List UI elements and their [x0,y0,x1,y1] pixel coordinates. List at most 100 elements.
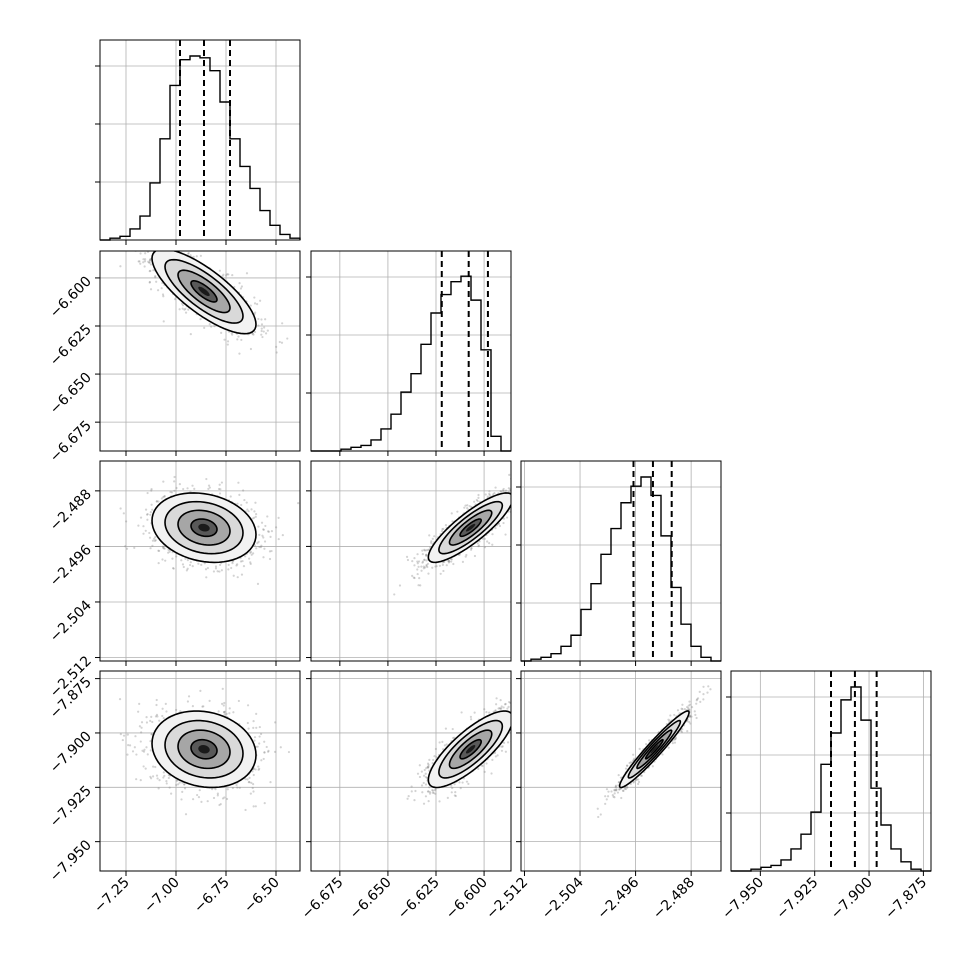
sample-point [694,713,697,717]
sample-point [158,719,161,722]
sample-point [501,745,504,748]
sample-point [252,552,255,555]
sample-point [202,705,205,708]
y-tick-label: −6.600 [47,273,95,321]
sample-point [411,560,414,563]
sample-point [706,691,709,694]
sample-point [191,705,194,708]
sample-point [637,778,640,781]
sample-point [277,516,280,519]
sample-point [182,487,185,491]
scatter-panel-2-1: −6.675−6.650−6.625−6.600 [47,242,301,466]
sample-point [270,549,273,553]
sample-point [150,733,153,736]
sample-point [499,490,502,493]
x-tick-label: −2.504 [539,874,587,922]
sample-point [254,768,257,771]
sample-point [633,757,636,760]
sample-point [503,703,507,706]
sample-point [142,525,145,528]
sample-point [421,561,424,564]
corner-plot-panels: −7.950 −7.925 −7.900 −7.875 −6.675−6.650−6.6… [47,39,932,923]
sample-point [252,720,255,723]
density-peak [198,523,210,532]
sample-point [167,548,170,551]
histogram-panel-4: −7.950 −7.925 −7.900 −7.875 [719,670,932,922]
sample-point [418,764,421,767]
sample-point [133,546,136,549]
y-tick-label: −2.496 [47,542,95,590]
sample-point [235,783,238,787]
sample-point [616,791,620,794]
sample-point [674,738,677,741]
x-tick-label: −6.625 [395,875,443,923]
sample-point [140,721,144,724]
sample-point [425,563,428,567]
sample-point [465,780,469,783]
sample-point [464,555,467,558]
sample-point [425,549,428,552]
sample-point [416,772,420,775]
sample-point [148,280,151,284]
sample-point [151,242,153,244]
sample-point [184,813,188,816]
sample-point [467,782,470,785]
sample-point [253,510,256,513]
sample-point [177,783,180,786]
sample-point [615,788,618,791]
sample-point [150,715,153,718]
sample-point [155,698,158,702]
sample-point [648,739,651,742]
sample-point [488,492,491,495]
sample-point [498,706,501,710]
sample-point [172,566,175,570]
sample-point [255,513,258,516]
sample-point [683,707,686,711]
sample-point [438,741,441,744]
sample-point [398,584,402,587]
sample-point [146,513,149,516]
density-layer [119,475,300,585]
sample-point [477,496,480,499]
sample-point [141,243,143,245]
sample-point [525,493,527,495]
sample-point [189,561,192,564]
sample-point [262,536,265,539]
sample-point [525,507,527,509]
sample-point [469,548,473,551]
sample-point [262,528,265,531]
sample-point [218,483,221,486]
sample-point [157,562,160,565]
sample-point [249,551,252,554]
sample-point [153,539,157,542]
sample-point [667,746,670,749]
sample-point [156,289,160,292]
sample-point [143,748,146,751]
sample-point [278,340,281,344]
contour-line [644,738,664,760]
sample-point [446,796,449,799]
sample-point [491,533,494,536]
sample-point [418,576,421,580]
sample-point [450,791,453,794]
sample-point [513,507,515,509]
sample-point [423,566,427,569]
sample-point [134,735,137,738]
sample-point [621,789,625,792]
sample-point [218,269,221,272]
sample-point [257,540,260,543]
sample-point [432,789,435,792]
sample-point [231,274,234,277]
sample-point [147,260,150,263]
sample-point [693,710,696,713]
sample-point [249,550,253,553]
sample-point [514,723,516,725]
sample-point [260,327,263,330]
sample-point [175,779,178,782]
sample-point [150,777,153,780]
sample-point [154,539,157,542]
sample-point [173,489,176,492]
sample-point [165,710,168,713]
sample-point [447,561,450,564]
sample-point [252,783,255,786]
